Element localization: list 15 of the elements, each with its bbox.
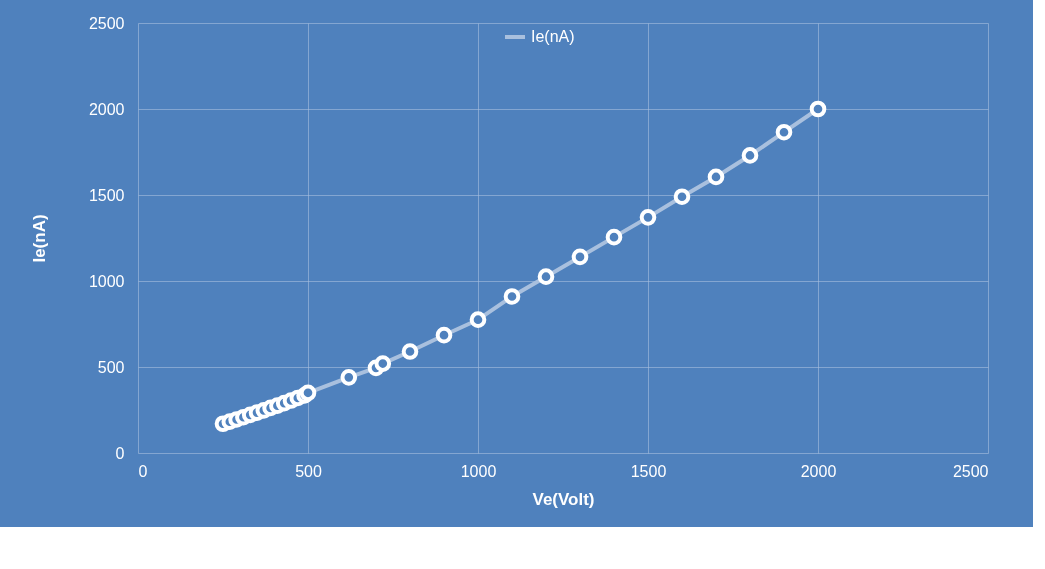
x-tick-label: 500 — [295, 462, 322, 480]
y-tick-label: 0 — [115, 444, 125, 462]
legend-label: Ie(nA) — [531, 28, 575, 45]
x-tick-label: 1000 — [460, 462, 497, 480]
y-tick-label: 1500 — [88, 186, 125, 204]
x-axis-title: Ve(Volt) — [532, 489, 595, 509]
x-tick-label: 2500 — [952, 462, 989, 480]
x-tick-label: 2000 — [800, 462, 837, 480]
y-tick-label: 2000 — [88, 100, 125, 118]
y-tick-label: 1000 — [88, 272, 125, 290]
x-tick-label: 1500 — [630, 462, 667, 480]
y-axis-title: Ie(nA) — [29, 214, 49, 263]
y-tick-label: 2500 — [88, 14, 125, 32]
x-tick-label: 0 — [138, 462, 148, 480]
y-tick-label: 500 — [97, 358, 125, 376]
